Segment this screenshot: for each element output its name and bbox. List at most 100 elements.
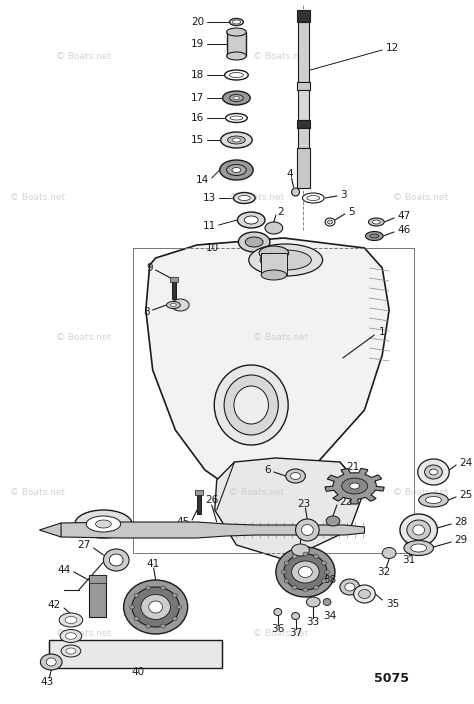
Ellipse shape	[326, 516, 340, 526]
Text: 16: 16	[191, 113, 204, 123]
Bar	[89, 575, 106, 583]
Text: © Boats.net: © Boats.net	[56, 334, 111, 342]
Ellipse shape	[219, 160, 253, 180]
Ellipse shape	[221, 132, 252, 148]
Bar	[195, 490, 203, 495]
Ellipse shape	[232, 20, 241, 24]
Text: 39: 39	[356, 592, 370, 602]
Ellipse shape	[171, 303, 176, 306]
Ellipse shape	[244, 216, 258, 224]
Ellipse shape	[281, 570, 286, 574]
Bar	[297, 120, 310, 128]
Bar	[173, 279, 176, 299]
Polygon shape	[325, 468, 384, 504]
Ellipse shape	[226, 113, 247, 122]
Ellipse shape	[368, 218, 384, 226]
Ellipse shape	[149, 601, 163, 613]
Bar	[197, 492, 201, 514]
Text: 12: 12	[386, 43, 400, 53]
Bar	[227, 32, 246, 56]
Ellipse shape	[365, 232, 383, 241]
Ellipse shape	[229, 18, 243, 25]
Ellipse shape	[249, 244, 323, 276]
Ellipse shape	[173, 593, 177, 597]
Ellipse shape	[261, 270, 287, 280]
Ellipse shape	[292, 555, 297, 558]
Ellipse shape	[246, 237, 263, 247]
Ellipse shape	[292, 612, 300, 620]
Ellipse shape	[291, 472, 301, 479]
Ellipse shape	[166, 301, 180, 308]
Text: 7: 7	[52, 527, 58, 537]
Text: 20: 20	[191, 17, 204, 27]
Text: 47: 47	[397, 211, 410, 221]
Ellipse shape	[314, 586, 319, 589]
Bar	[89, 575, 106, 617]
Text: 27: 27	[77, 540, 91, 550]
Text: 36: 36	[271, 624, 284, 634]
Ellipse shape	[322, 579, 327, 583]
Ellipse shape	[172, 299, 189, 311]
Text: 41: 41	[146, 559, 159, 569]
Ellipse shape	[66, 648, 76, 654]
Text: 38: 38	[323, 575, 337, 585]
Ellipse shape	[173, 617, 177, 621]
Bar	[171, 277, 178, 282]
Bar	[133, 248, 414, 553]
Ellipse shape	[370, 234, 379, 238]
Polygon shape	[39, 523, 61, 537]
Text: 14: 14	[196, 175, 209, 185]
Text: 10: 10	[206, 243, 219, 253]
Text: 32: 32	[378, 567, 391, 577]
Text: 2: 2	[277, 207, 283, 217]
Ellipse shape	[234, 96, 239, 99]
Text: 22: 22	[339, 497, 352, 507]
Text: 37: 37	[289, 628, 302, 638]
Ellipse shape	[265, 222, 283, 234]
Ellipse shape	[292, 561, 319, 583]
Text: 25: 25	[459, 490, 472, 500]
Text: 31: 31	[402, 555, 415, 565]
Ellipse shape	[161, 586, 165, 590]
Text: 17: 17	[191, 93, 204, 103]
Ellipse shape	[373, 220, 380, 224]
Text: 28: 28	[454, 517, 467, 527]
Ellipse shape	[234, 386, 268, 424]
Ellipse shape	[134, 617, 139, 621]
Ellipse shape	[350, 483, 360, 489]
Ellipse shape	[230, 116, 243, 120]
Bar	[298, 90, 310, 120]
Ellipse shape	[407, 520, 430, 540]
Ellipse shape	[419, 493, 448, 507]
Ellipse shape	[229, 94, 243, 101]
Ellipse shape	[340, 579, 360, 595]
Ellipse shape	[223, 91, 250, 105]
Bar	[261, 253, 287, 275]
Ellipse shape	[404, 541, 433, 555]
Text: © Boats.net: © Boats.net	[10, 489, 65, 497]
Text: 23: 23	[297, 499, 310, 509]
Ellipse shape	[307, 196, 319, 201]
Text: 33: 33	[307, 617, 320, 627]
Ellipse shape	[425, 465, 442, 479]
Text: 8: 8	[143, 307, 150, 317]
Ellipse shape	[225, 70, 248, 80]
Ellipse shape	[65, 633, 76, 639]
Ellipse shape	[259, 246, 289, 260]
Text: 21: 21	[346, 462, 359, 472]
Bar	[297, 10, 310, 22]
Ellipse shape	[429, 469, 438, 475]
Text: © Boats.net: © Boats.net	[56, 52, 111, 61]
Ellipse shape	[237, 212, 265, 228]
Ellipse shape	[342, 478, 368, 494]
Ellipse shape	[426, 496, 441, 503]
Ellipse shape	[382, 548, 396, 558]
Text: © Boats.net: © Boats.net	[229, 193, 284, 201]
Ellipse shape	[299, 567, 312, 577]
Ellipse shape	[274, 608, 282, 615]
Ellipse shape	[224, 375, 278, 435]
Ellipse shape	[418, 459, 449, 485]
Ellipse shape	[286, 469, 305, 483]
Text: 43: 43	[41, 677, 54, 687]
Ellipse shape	[227, 52, 246, 60]
